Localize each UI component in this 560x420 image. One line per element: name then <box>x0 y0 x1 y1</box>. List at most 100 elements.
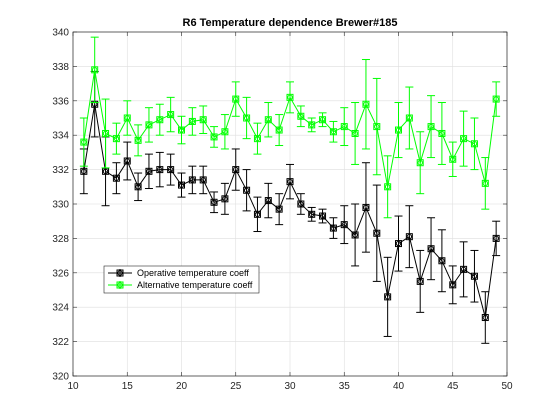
data-point-square <box>395 240 402 248</box>
data-point-circle <box>309 122 315 128</box>
data-point-square <box>156 116 164 124</box>
data-point-square <box>221 128 229 136</box>
data-point-circle <box>157 166 163 173</box>
data-point-circle <box>298 113 304 119</box>
chart-title: R6 Temperature dependence Brewer#185 <box>183 17 398 29</box>
legend-entry-label: Operative temperature coeff <box>137 268 249 278</box>
data-point-square <box>134 183 142 191</box>
data-point-circle <box>460 135 467 142</box>
data-point-square <box>340 221 348 229</box>
data-point-circle <box>287 178 293 185</box>
data-point-circle <box>265 117 271 123</box>
data-point-square <box>308 210 316 218</box>
data-point-square <box>123 157 131 165</box>
data-point-circle <box>200 177 206 183</box>
y-tick-label: 328 <box>52 234 69 245</box>
data-point-circle <box>319 117 326 123</box>
y-tick-label: 320 <box>52 372 69 383</box>
data-point-square <box>232 166 240 174</box>
data-point-circle <box>341 221 347 228</box>
data-point-circle <box>450 156 456 162</box>
data-point-square <box>275 126 283 134</box>
data-point-circle <box>243 115 250 121</box>
data-point-circle <box>450 282 456 288</box>
x-tick-label: 45 <box>447 381 459 392</box>
data-point-square <box>384 183 392 191</box>
data-point-circle <box>124 158 130 164</box>
legend-marker-circle <box>117 270 123 276</box>
data-point-circle <box>374 230 380 236</box>
ticks: 10 15 20 25 30 35 40 45 50 320 322 324 326 328 330 332 3… <box>52 28 513 393</box>
data-point-square <box>470 272 478 280</box>
data-point-circle <box>428 123 434 130</box>
data-point-circle <box>178 182 185 188</box>
data-point-circle <box>211 134 217 140</box>
data-point-circle <box>471 273 478 279</box>
data-point-circle <box>395 127 402 133</box>
data-point-circle <box>146 168 152 175</box>
data-point-square <box>460 265 468 273</box>
data-point-square <box>351 129 359 137</box>
y-tick-label: 336 <box>52 96 69 107</box>
data-point-circle <box>287 94 293 101</box>
data-point-circle <box>309 211 315 218</box>
data-point-square <box>145 121 153 129</box>
data-point-square <box>232 95 240 103</box>
data-point-square <box>264 197 272 205</box>
data-point-square <box>253 210 261 218</box>
data-point-circle <box>374 123 380 130</box>
data-point-square <box>134 136 142 144</box>
data-point-square <box>492 95 500 103</box>
data-point-circle <box>384 294 391 300</box>
data-point-square <box>438 129 446 137</box>
x-tick-label: 30 <box>284 381 296 392</box>
x-tick-label: 35 <box>339 381 351 392</box>
data-point-circle <box>243 187 250 193</box>
data-point-circle <box>417 278 423 285</box>
legend-entry-label: Alternative temperature coeff <box>137 280 253 290</box>
series-1 <box>79 71 501 344</box>
data-point-square <box>470 140 478 148</box>
data-point-square <box>221 195 229 203</box>
data-point-circle <box>265 197 271 204</box>
series-layer <box>79 36 501 344</box>
data-point-square <box>340 123 348 131</box>
data-point-square <box>308 121 316 129</box>
x-tick-label: 25 <box>230 381 242 392</box>
data-point-square <box>481 314 489 322</box>
data-point-square <box>199 176 207 184</box>
data-point-circle <box>406 233 413 240</box>
data-point-circle <box>363 101 369 107</box>
data-point-square <box>395 126 402 134</box>
data-point-circle <box>81 168 87 175</box>
y-tick-label: 332 <box>52 165 69 176</box>
data-point-circle <box>439 130 445 137</box>
data-point-square <box>112 135 120 143</box>
data-point-square <box>449 155 457 163</box>
data-point-circle <box>233 96 239 102</box>
y-tick-label: 340 <box>52 28 69 39</box>
data-point-square <box>188 117 196 125</box>
data-point-circle <box>471 141 478 147</box>
x-tick-label: 10 <box>67 381 79 392</box>
data-point-circle <box>124 115 130 121</box>
data-point-square <box>297 112 305 120</box>
data-point-circle <box>135 184 141 190</box>
y-tick-label: 330 <box>52 200 69 211</box>
data-point-square <box>286 93 294 101</box>
data-point-square <box>275 205 283 213</box>
y-tick-label: 322 <box>52 337 69 348</box>
series-2 <box>79 36 501 219</box>
data-point-square <box>253 135 261 143</box>
data-point-square <box>210 198 218 206</box>
data-point-square <box>210 133 218 141</box>
data-point-circle <box>189 118 196 125</box>
data-point-square <box>373 229 381 237</box>
data-point-square <box>438 257 446 265</box>
data-point-circle <box>113 175 120 181</box>
data-point-square <box>297 200 305 208</box>
data-point-square <box>178 181 185 189</box>
x-tick-label: 40 <box>393 381 405 392</box>
data-point-circle <box>222 129 228 135</box>
